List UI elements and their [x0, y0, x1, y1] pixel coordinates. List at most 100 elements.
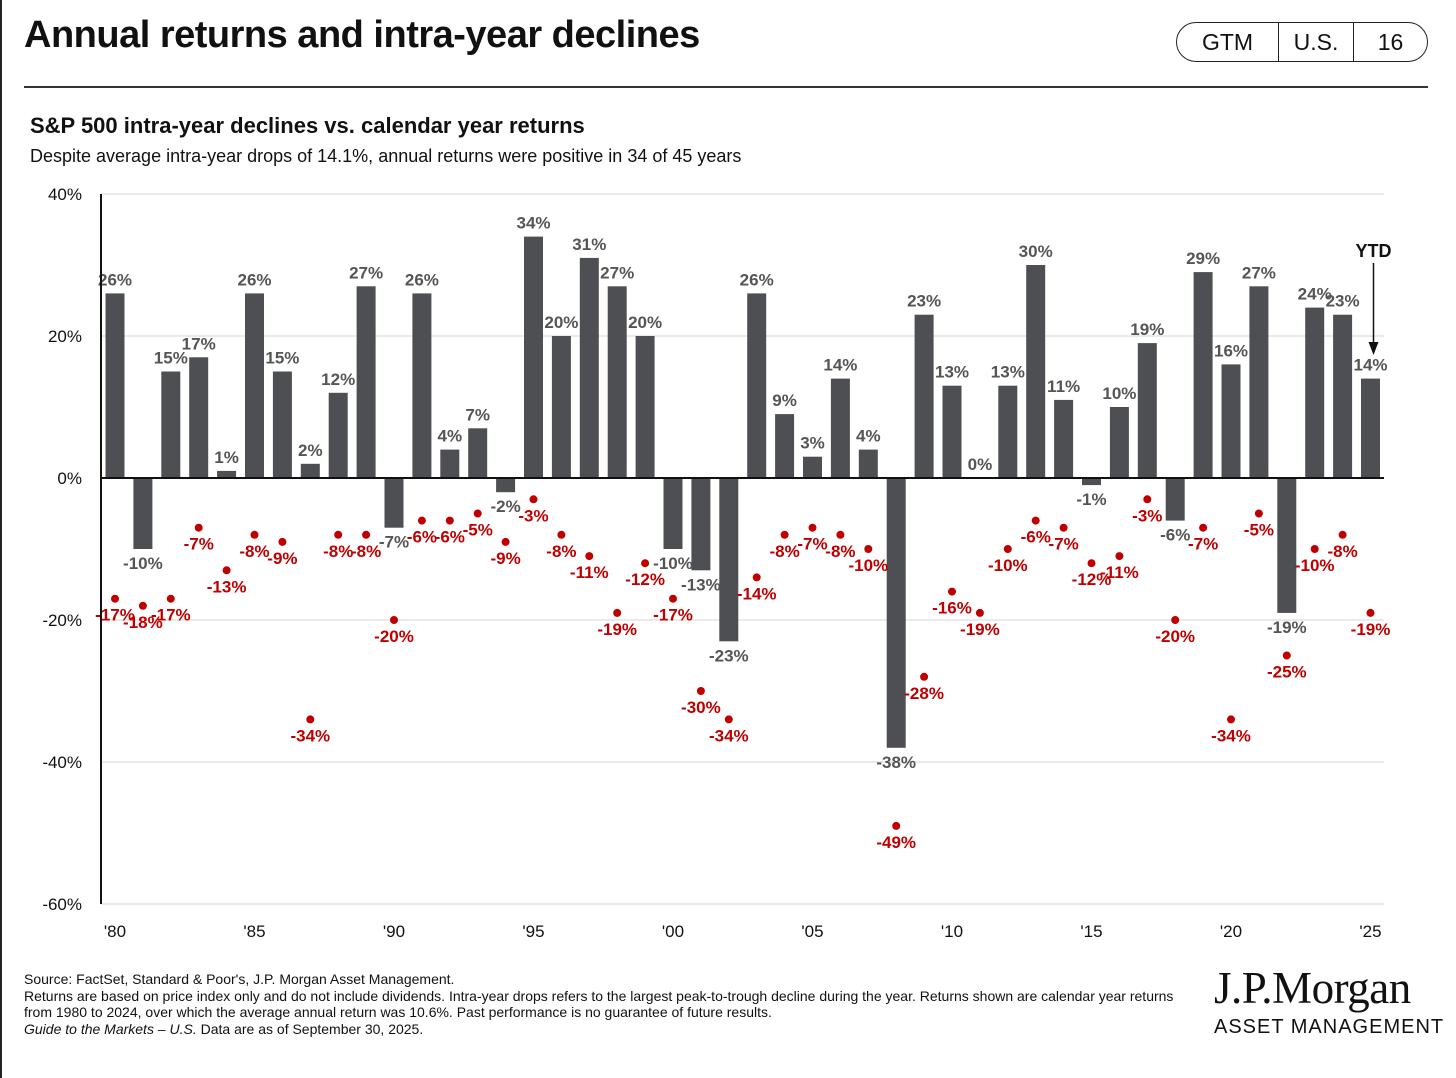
decline-dot [696, 687, 705, 695]
decline-label: -12% [1072, 570, 1112, 589]
return-bar [1026, 265, 1046, 478]
return-bar [412, 293, 432, 478]
return-bar [1305, 307, 1325, 478]
return-bar [775, 414, 795, 478]
return-bar [217, 470, 237, 478]
decline-dot [166, 594, 175, 603]
decline-label: -17% [151, 606, 191, 625]
y-tick-label: 20% [48, 327, 82, 346]
return-bar [1361, 378, 1380, 478]
return-label: 31% [572, 235, 606, 254]
decline-label: -8% [769, 542, 799, 561]
return-label: 13% [935, 363, 969, 382]
return-label: 12% [321, 370, 355, 389]
return-label: 13% [991, 363, 1025, 382]
jpmorgan-logo: J.P.Morgan ASSET MANAGEMENT [1214, 962, 1443, 1039]
intra-year-decline-dots [111, 495, 1375, 830]
return-bar [830, 378, 850, 478]
ytd-label: YTD [1356, 241, 1392, 261]
return-bar [1249, 286, 1269, 478]
decline-label: -17% [653, 606, 693, 625]
return-bar [579, 257, 599, 478]
return-bar [551, 336, 571, 478]
x-tick-label: '80 [104, 922, 126, 941]
decline-label: -8% [351, 542, 381, 561]
decline-dot [417, 516, 426, 525]
return-label: -10% [123, 554, 163, 573]
return-label: 30% [1019, 242, 1053, 261]
return-bar [356, 286, 376, 478]
decline-label: -10% [1295, 556, 1335, 575]
decline-dot [529, 495, 538, 504]
ytd-arrow-head [1368, 342, 1379, 355]
ytd-annotation: YTD [1356, 241, 1392, 355]
y-tick-label: 40% [48, 185, 82, 204]
decline-label: -8% [323, 542, 353, 561]
decline-label: -25% [1267, 663, 1307, 682]
return-bar [607, 286, 627, 478]
x-tick-label: '25 [1359, 922, 1381, 941]
return-bar [858, 449, 878, 478]
return-bar [1221, 364, 1241, 478]
decline-label: -6% [407, 528, 437, 547]
x-tick-label: '95 [522, 922, 544, 941]
decline-label: -34% [1211, 726, 1251, 745]
decline-label: -7% [1048, 535, 1078, 554]
y-tick-label: -60% [42, 895, 82, 914]
decline-dot [111, 594, 119, 603]
left-border [0, 0, 2, 1078]
decline-label: -13% [207, 577, 247, 596]
decline-label: -8% [825, 542, 855, 561]
gtm-tag-page: 16 [1377, 28, 1404, 55]
return-bar [1109, 407, 1129, 478]
return-label: -7% [379, 533, 409, 552]
return-bar [803, 456, 822, 478]
decline-label: -7% [184, 535, 214, 554]
decline-label: -14% [737, 584, 777, 603]
return-label: 26% [237, 270, 271, 289]
return-bar [272, 371, 292, 478]
return-label: 29% [1186, 249, 1220, 268]
return-bar [161, 371, 181, 478]
x-tick-label: '00 [662, 922, 684, 941]
return-bar [747, 293, 767, 478]
return-bar [300, 463, 320, 478]
gtm-tag: GTM U.S. 16 [1176, 22, 1428, 62]
return-bar [914, 314, 934, 478]
decline-label: -3% [518, 506, 548, 525]
return-bar [663, 478, 683, 549]
decline-label: -34% [709, 726, 749, 745]
return-bar [496, 478, 516, 493]
y-tick-label: -40% [42, 753, 82, 772]
return-label: 0% [968, 455, 993, 474]
return-bar [1082, 478, 1101, 486]
return-label: 24% [1298, 285, 1332, 304]
return-label: 27% [600, 263, 634, 282]
decline-dot [250, 530, 259, 539]
x-tick-label: '20 [1220, 922, 1242, 941]
decline-label: -20% [1155, 627, 1195, 646]
decline-label: -10% [848, 556, 888, 575]
decline-dot [1059, 523, 1068, 532]
return-label: 16% [1214, 341, 1248, 360]
return-label: 2% [298, 441, 323, 460]
return-bar [133, 478, 153, 549]
return-label: 17% [182, 334, 216, 353]
return-label: -6% [1160, 526, 1190, 545]
return-label: 4% [438, 427, 463, 446]
decline-dot [473, 509, 482, 518]
decline-dot [892, 821, 901, 830]
decline-dot [1338, 530, 1347, 539]
return-bar [1277, 478, 1297, 613]
footnote-date: Data are as of September 30, 2025. [196, 1020, 424, 1037]
chart-title: S&P 500 intra-year declines vs. calendar… [30, 113, 585, 138]
decline-label: -7% [797, 535, 827, 554]
decline-label: -11% [1100, 563, 1139, 582]
return-label: 7% [465, 405, 490, 424]
return-bar [524, 236, 543, 478]
decline-dot [390, 616, 398, 624]
return-label: -38% [876, 753, 916, 772]
decline-dot [445, 516, 454, 525]
decline-label: -3% [1132, 506, 1162, 525]
return-label: 19% [1130, 320, 1164, 339]
